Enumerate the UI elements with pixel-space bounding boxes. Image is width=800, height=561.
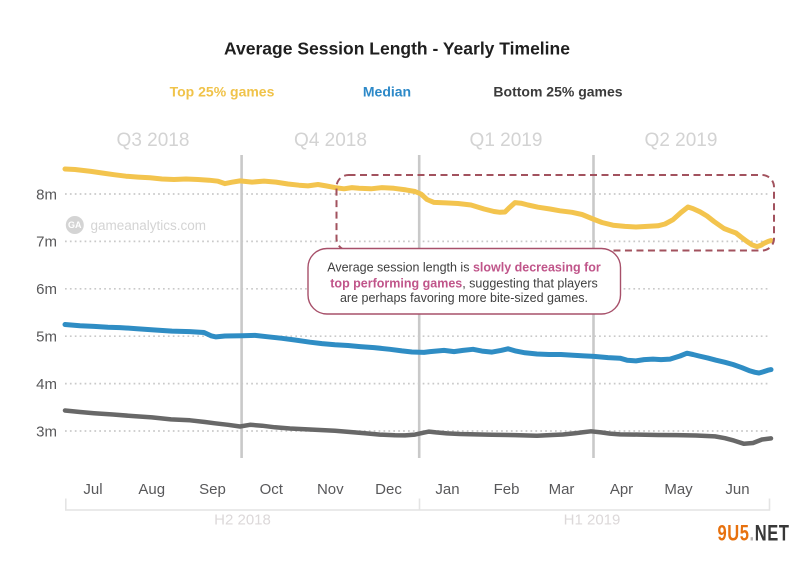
- svg-text:GA: GA: [68, 220, 82, 230]
- svg-text:Average Session Length - Yearl: Average Session Length - Yearly Timeline: [224, 39, 570, 59]
- svg-text:gameanalytics.com: gameanalytics.com: [91, 218, 207, 233]
- svg-text:Mar: Mar: [549, 481, 575, 498]
- svg-text:Q4 2018: Q4 2018: [294, 130, 367, 151]
- svg-text:3m: 3m: [36, 423, 57, 440]
- svg-text:Bottom 25% games: Bottom 25% games: [493, 84, 622, 100]
- svg-text:H1 2019: H1 2019: [564, 512, 621, 529]
- svg-text:4m: 4m: [36, 376, 57, 393]
- svg-text:Q2 2019: Q2 2019: [645, 130, 718, 151]
- svg-text:Dec: Dec: [375, 481, 402, 498]
- svg-text:Jun: Jun: [725, 481, 749, 498]
- svg-text:Q1 2019: Q1 2019: [470, 130, 543, 151]
- svg-text:Feb: Feb: [494, 481, 520, 498]
- svg-text:Aug: Aug: [138, 481, 165, 498]
- svg-text:May: May: [664, 481, 693, 498]
- svg-text:Median: Median: [363, 84, 411, 100]
- svg-text:Jan: Jan: [435, 481, 459, 498]
- svg-text:6m: 6m: [36, 281, 57, 298]
- svg-text:top performing games, suggesti: top performing games, suggesting that pl…: [330, 276, 597, 290]
- svg-text:Jul: Jul: [83, 481, 102, 498]
- svg-text:5m: 5m: [36, 329, 57, 346]
- svg-text:Q3 2018: Q3 2018: [117, 130, 190, 151]
- svg-text:9U5.NET: 9U5.NET: [718, 521, 790, 546]
- svg-text:Top 25% games: Top 25% games: [170, 84, 275, 100]
- svg-text:are perhaps favoring more bite: are perhaps favoring more bite-sized gam…: [340, 291, 588, 305]
- svg-text:7m: 7m: [36, 234, 57, 251]
- svg-text:H2 2018: H2 2018: [214, 512, 271, 529]
- svg-text:Nov: Nov: [317, 481, 344, 498]
- svg-text:Average session length is slow: Average session length is slowly decreas…: [327, 261, 601, 275]
- svg-text:Apr: Apr: [610, 481, 633, 498]
- svg-text:Sep: Sep: [199, 481, 226, 498]
- svg-text:Oct: Oct: [260, 481, 284, 498]
- svg-text:8m: 8m: [36, 186, 57, 203]
